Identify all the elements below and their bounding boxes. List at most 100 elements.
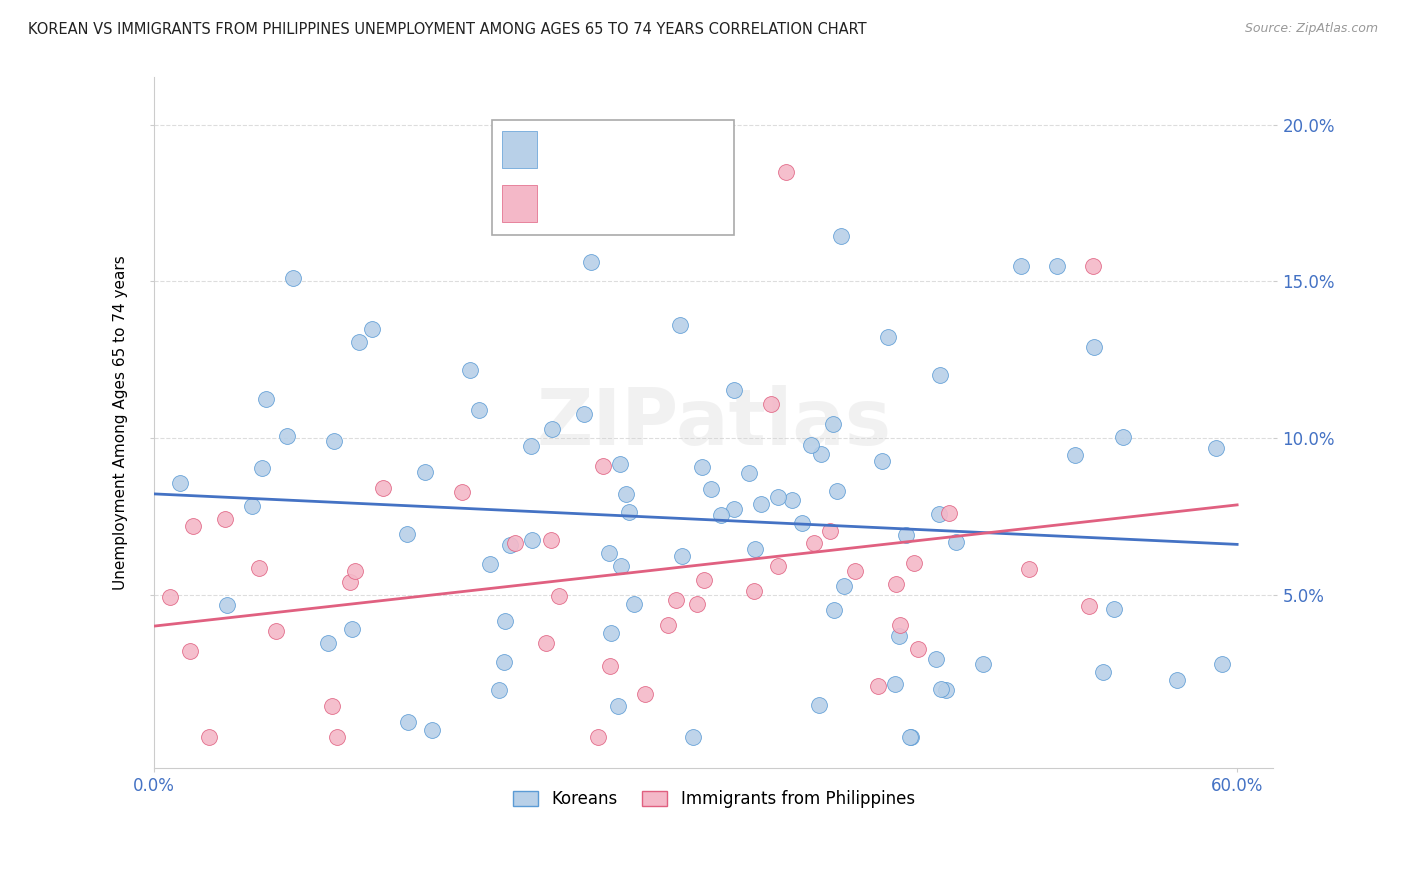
Point bbox=[870, 453, 893, 467]
Point bbox=[671, 549, 693, 564]
Point bbox=[657, 618, 679, 632]
Point bbox=[316, 636, 339, 650]
Point bbox=[617, 505, 640, 519]
Point bbox=[242, 499, 264, 513]
Point bbox=[609, 457, 631, 471]
Point bbox=[1083, 340, 1105, 354]
Point bbox=[682, 730, 704, 744]
Point bbox=[665, 592, 688, 607]
Point bbox=[214, 512, 236, 526]
Point bbox=[898, 730, 921, 744]
Point bbox=[775, 164, 797, 178]
Point bbox=[250, 461, 273, 475]
Point bbox=[766, 490, 789, 504]
Point bbox=[808, 698, 831, 713]
Point bbox=[343, 565, 366, 579]
Point bbox=[823, 417, 845, 431]
Point bbox=[1111, 429, 1133, 443]
Text: Source: ZipAtlas.com: Source: ZipAtlas.com bbox=[1244, 22, 1378, 36]
Point bbox=[929, 681, 952, 696]
Point bbox=[321, 698, 343, 713]
Point bbox=[254, 392, 277, 407]
Point bbox=[179, 644, 201, 658]
Point bbox=[574, 407, 596, 421]
Point bbox=[505, 536, 527, 550]
Point bbox=[800, 437, 823, 451]
Point bbox=[579, 255, 602, 269]
Point bbox=[1205, 441, 1227, 455]
Point bbox=[600, 625, 623, 640]
Point bbox=[723, 384, 745, 398]
Point bbox=[492, 656, 515, 670]
Point bbox=[534, 636, 557, 650]
Point bbox=[884, 576, 907, 591]
Point bbox=[217, 598, 239, 612]
Point bbox=[396, 714, 419, 729]
Point bbox=[159, 590, 181, 604]
Point bbox=[169, 475, 191, 490]
Point bbox=[326, 730, 349, 744]
Point bbox=[685, 597, 707, 611]
Point bbox=[413, 466, 436, 480]
Point bbox=[347, 334, 370, 349]
Point bbox=[900, 730, 922, 744]
Point bbox=[1166, 673, 1188, 687]
Point bbox=[247, 561, 270, 575]
Point bbox=[1046, 259, 1069, 273]
Point bbox=[782, 493, 804, 508]
Point bbox=[1102, 602, 1125, 616]
Point bbox=[690, 459, 713, 474]
Point bbox=[668, 318, 690, 333]
Point bbox=[266, 624, 288, 638]
Point bbox=[322, 434, 344, 449]
Point bbox=[693, 573, 716, 587]
Point bbox=[1010, 259, 1032, 273]
Point bbox=[540, 533, 562, 548]
Point bbox=[495, 614, 517, 628]
Point bbox=[371, 482, 394, 496]
Point bbox=[478, 557, 501, 571]
Point bbox=[548, 589, 571, 603]
Point bbox=[592, 459, 614, 474]
Point bbox=[1211, 657, 1233, 672]
Point bbox=[460, 363, 482, 377]
Point bbox=[623, 597, 645, 611]
Point bbox=[197, 730, 219, 744]
Point bbox=[339, 574, 361, 589]
Point bbox=[360, 322, 382, 336]
Point bbox=[700, 483, 723, 497]
Point bbox=[820, 524, 842, 538]
Point bbox=[749, 497, 772, 511]
Point bbox=[803, 536, 825, 550]
Point bbox=[876, 330, 898, 344]
Point bbox=[1081, 259, 1104, 273]
Point bbox=[823, 603, 845, 617]
Point bbox=[766, 559, 789, 574]
Point bbox=[972, 657, 994, 671]
Point bbox=[420, 723, 443, 738]
Text: ZIPatlas: ZIPatlas bbox=[536, 384, 891, 460]
Point bbox=[830, 228, 852, 243]
Point bbox=[929, 368, 952, 383]
Point bbox=[1078, 599, 1101, 613]
Legend: Koreans, Immigrants from Philippines: Koreans, Immigrants from Philippines bbox=[506, 783, 921, 815]
Point bbox=[742, 584, 765, 599]
Point bbox=[925, 651, 948, 665]
Point bbox=[467, 403, 489, 417]
Point bbox=[825, 483, 848, 498]
Point bbox=[710, 508, 733, 522]
Point bbox=[1092, 665, 1115, 680]
Point bbox=[540, 422, 562, 436]
Point bbox=[945, 535, 967, 549]
Text: KOREAN VS IMMIGRANTS FROM PHILIPPINES UNEMPLOYMENT AMONG AGES 65 TO 74 YEARS COR: KOREAN VS IMMIGRANTS FROM PHILIPPINES UN… bbox=[28, 22, 866, 37]
Point bbox=[737, 467, 759, 481]
Point bbox=[723, 502, 745, 516]
Point bbox=[938, 506, 960, 520]
Point bbox=[1018, 561, 1040, 575]
Point bbox=[634, 688, 657, 702]
Point bbox=[810, 447, 832, 461]
Point bbox=[790, 516, 813, 530]
Point bbox=[599, 659, 621, 673]
Point bbox=[907, 641, 929, 656]
Point bbox=[606, 699, 628, 714]
